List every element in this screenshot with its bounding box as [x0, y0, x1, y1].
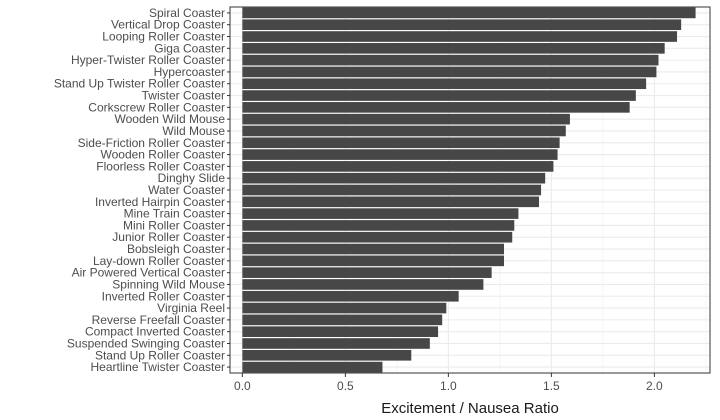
y-tick-label: Dinghy Slide [158, 171, 226, 185]
bar [242, 290, 459, 302]
bar [242, 231, 513, 243]
bar [242, 137, 560, 149]
y-tick-label: Corkscrew Roller Coaster [88, 100, 225, 114]
x-tick-label: 2.0 [646, 379, 663, 393]
bar [242, 349, 412, 361]
bars [242, 7, 696, 373]
y-tick-label: Twister Coaster [142, 89, 225, 103]
y-tick-label: Mine Train Coaster [124, 207, 225, 221]
bar [242, 90, 636, 101]
y-tick-label: Wooden Roller Coaster [100, 148, 225, 162]
bar [242, 19, 682, 31]
bar [242, 184, 542, 196]
x-tick-label: 1.0 [440, 379, 457, 393]
y-tick-label: Mini Roller Coaster [123, 218, 225, 232]
y-tick-label: Water Coaster [148, 183, 225, 197]
y-tick-label: Air Powered Vertical Coaster [72, 266, 225, 280]
y-tick-label: Stand Up Twister Roller Coaster [54, 77, 225, 91]
y-tick-label: Compact Inverted Coaster [85, 325, 225, 339]
bar [242, 361, 383, 373]
bar [242, 326, 439, 337]
y-tick-label: Looping Roller Coaster [102, 30, 225, 44]
bar [242, 208, 519, 219]
bar [242, 149, 558, 160]
bar [242, 196, 540, 208]
bar [242, 314, 443, 326]
x-tick-label: 0.5 [337, 379, 354, 393]
bar [242, 7, 696, 19]
x-tick-label: 0.0 [234, 379, 251, 393]
y-tick-label: Lay-down Roller Coaster [93, 254, 225, 268]
bar [242, 243, 504, 255]
bar [242, 113, 570, 125]
bar [242, 125, 566, 137]
y-tick-label: Stand Up Roller Coaster [95, 348, 225, 362]
bar [242, 78, 647, 90]
bar [242, 267, 492, 278]
bar [242, 255, 504, 267]
x-axis: 0.0 0.5 1.0 1.5 2.0 [234, 373, 663, 393]
y-tick-label: Reverse Freefall Coaster [92, 313, 225, 327]
bar [242, 54, 659, 66]
y-tick-label: Junior Roller Coaster [112, 230, 225, 244]
y-tick-label: Inverted Hairpin Coaster [95, 195, 225, 209]
x-axis-title: Excitement / Nausea Ratio [381, 400, 559, 417]
y-tick-label: Floorless Roller Coaster [96, 159, 225, 173]
y-tick-label: Hyper-Twister Roller Coaster [71, 53, 225, 67]
bar [242, 66, 657, 78]
y-tick-label: Suspended Swinging Coaster [67, 336, 225, 350]
bar [242, 172, 546, 184]
bar [242, 31, 678, 42]
y-tick-label: Heartline Twister Coaster [91, 360, 226, 374]
y-tick-label: Inverted Roller Coaster [102, 289, 225, 303]
y-tick-label: Virginia Reel [157, 301, 225, 315]
y-tick-label: Wooden Wild Mouse [115, 112, 226, 126]
bar [242, 43, 665, 54]
bar [242, 102, 630, 113]
bar [242, 161, 554, 172]
x-tick-label: 1.5 [543, 379, 560, 393]
y-tick-label: Hypercoaster [154, 65, 225, 79]
y-tick-label: Spinning Wild Mouse [112, 277, 225, 291]
y-tick-label: Bobsleigh Coaster [127, 242, 225, 256]
y-tick-label: Spiral Coaster [149, 6, 225, 20]
bar [242, 220, 515, 231]
bar [242, 338, 430, 349]
bar [242, 279, 484, 290]
y-tick-label: Side-Friction Roller Coaster [78, 136, 225, 150]
y-tick-label: Wild Mouse [162, 124, 225, 138]
bar [242, 302, 447, 314]
y-tick-label: Giga Coaster [154, 41, 225, 55]
y-tick-label: Vertical Drop Coaster [111, 18, 225, 32]
